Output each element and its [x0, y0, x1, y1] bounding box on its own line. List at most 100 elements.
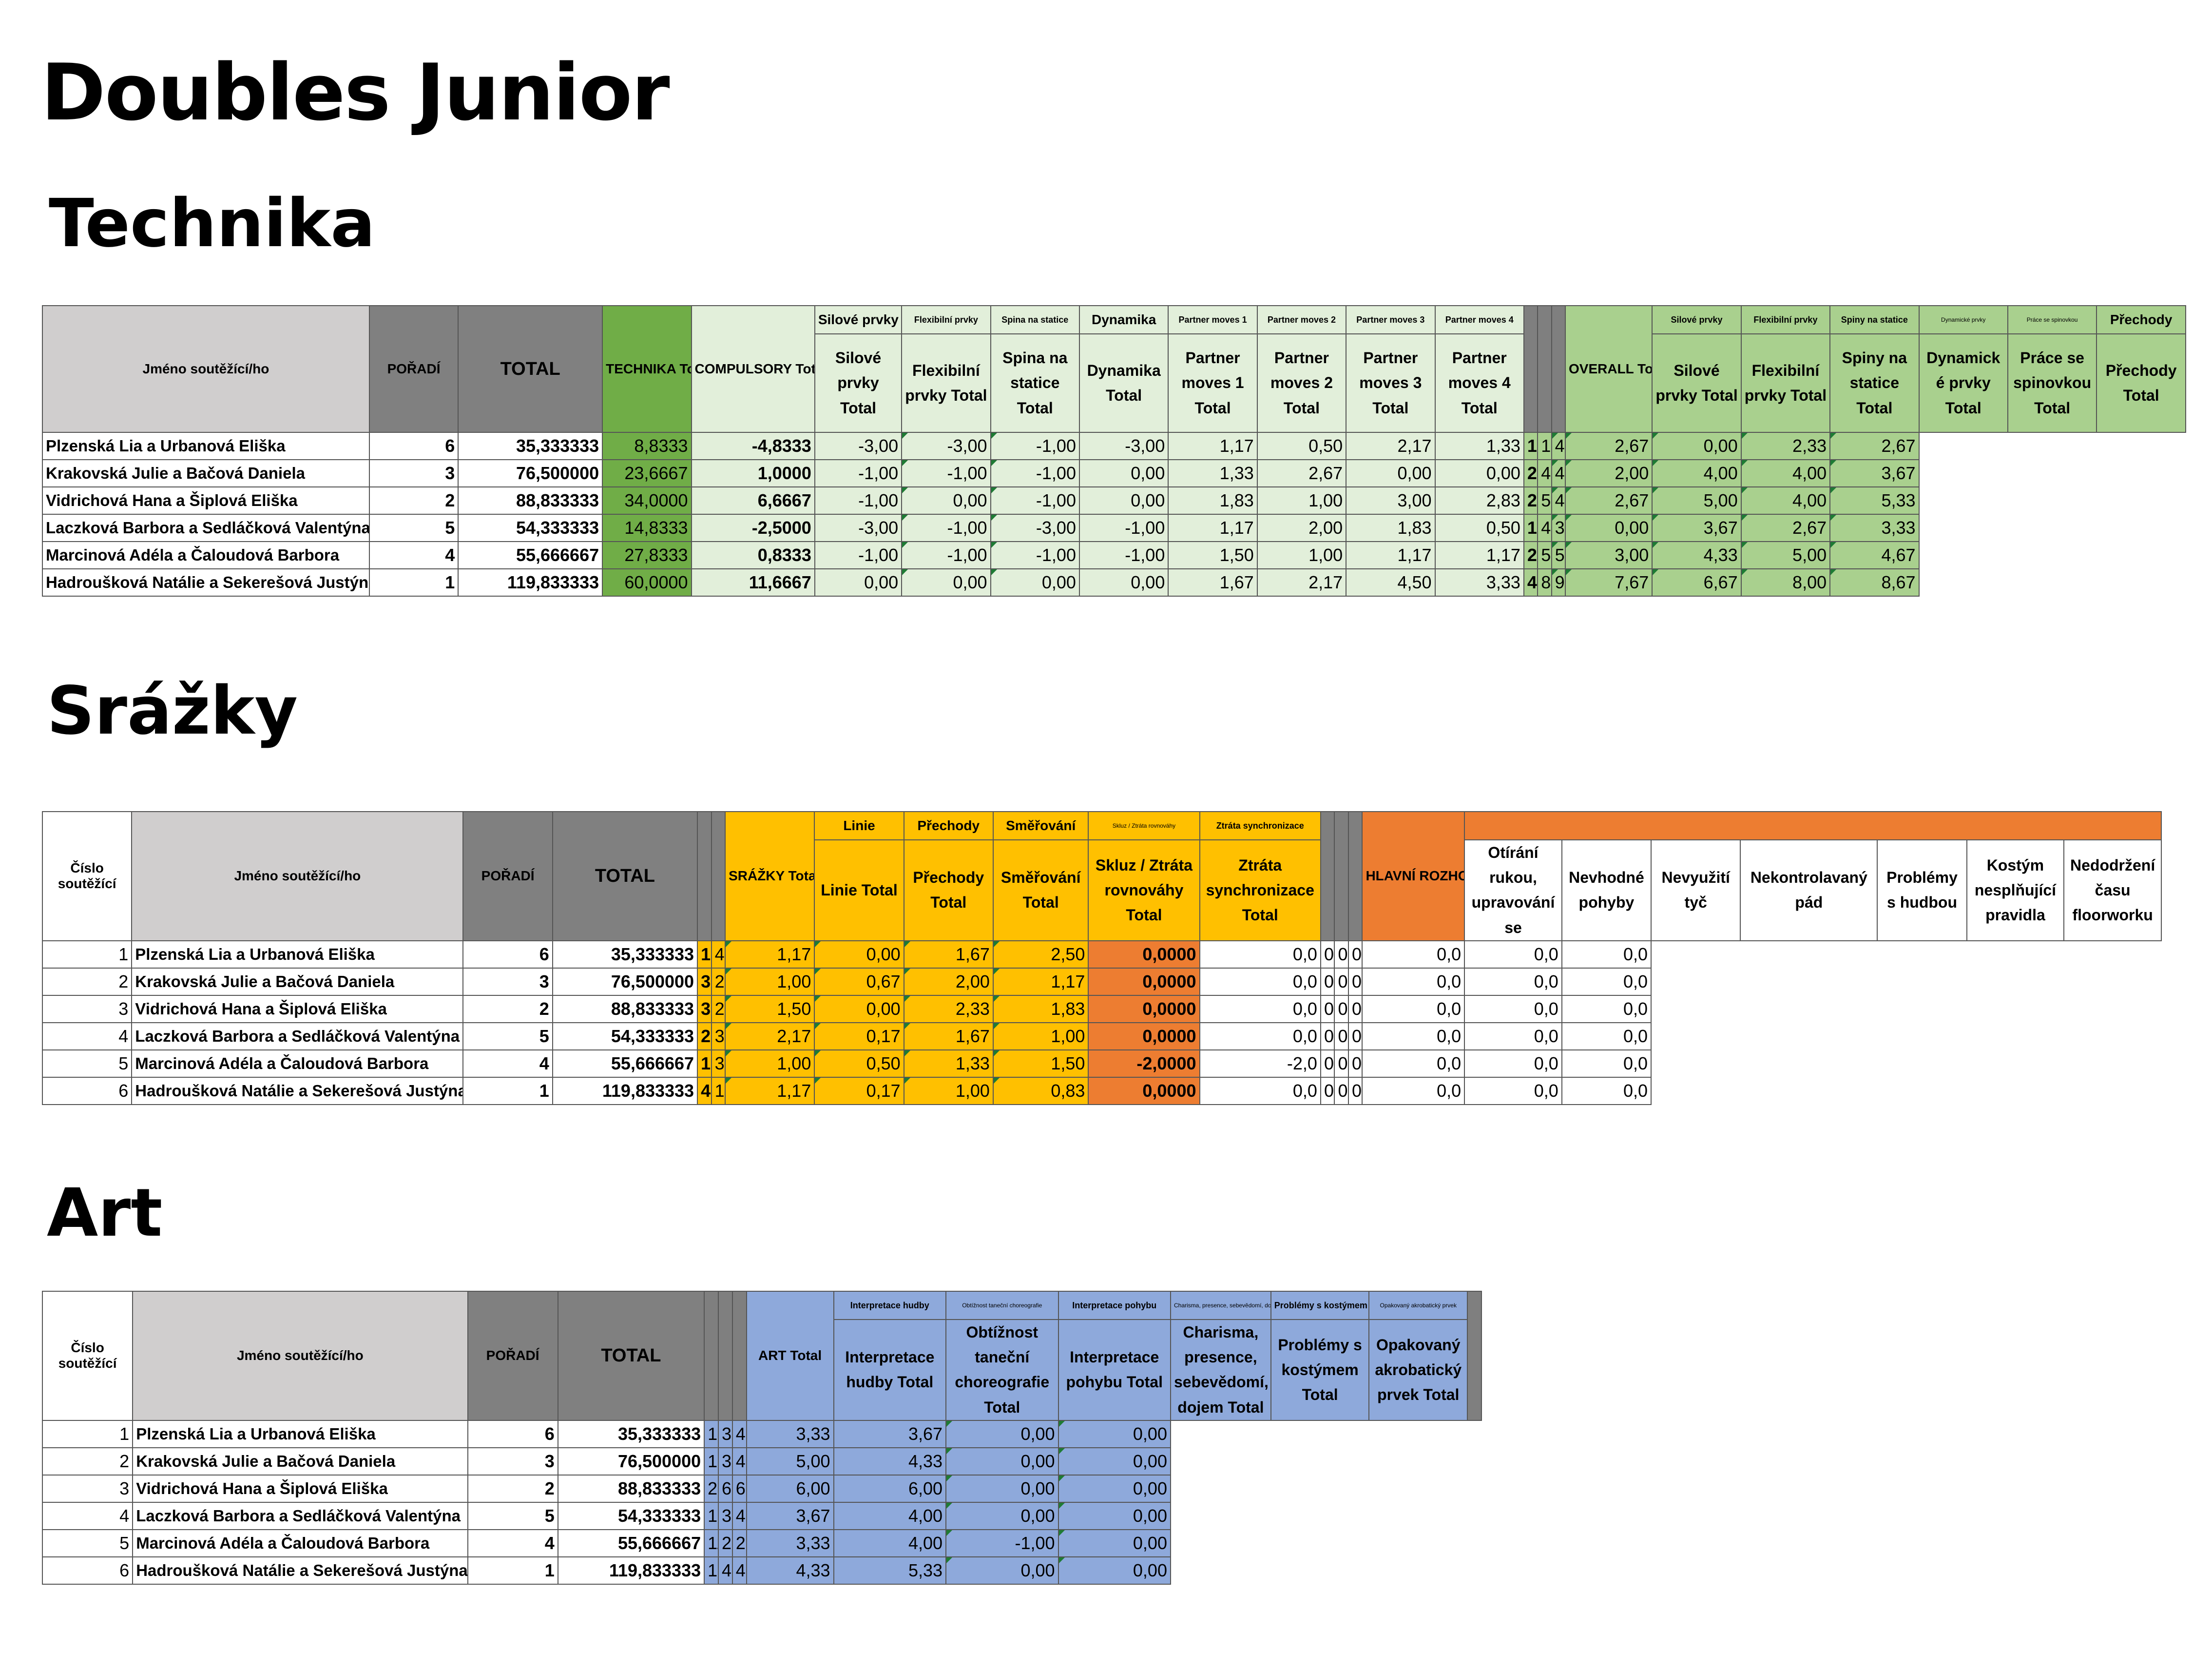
cell-total: 88,833333 — [458, 486, 603, 515]
cell-pm3: 3,00 — [1346, 486, 1436, 515]
cell-nevhodne: 0,0 — [1320, 967, 1335, 996]
cell-dynamicke: 4,00 — [1652, 459, 1742, 487]
cell-poradi: 5 — [462, 1022, 553, 1050]
col-header-kostym: Kostým nesplňující pravidla — [1966, 839, 2065, 941]
col-header-cislo: Číslo soutěžící — [41, 1291, 134, 1421]
table-row: Vidrichová Hana a Šiplová Eliška 2 88,8333… — [42, 486, 2186, 515]
cell-nekontrolovany: 0,0 — [1347, 994, 1363, 1023]
cell-spina: -1,00 — [990, 486, 1080, 515]
cell-technika-total: 14,8333 — [602, 514, 692, 542]
cell-hlavni-total: 0,0000 — [1088, 940, 1200, 969]
cell-total: 88,833333 — [552, 994, 698, 1023]
cell-compulsory-total: 1,0000 — [691, 459, 815, 487]
col-header-problemy-kostym-total: Problémy s kostýmem Total — [1270, 1319, 1370, 1421]
cell-nedodrzeni: 0,0 — [1561, 994, 1652, 1023]
cell-name: Vidrichová Hana a Šiplová Eliška — [132, 1474, 468, 1503]
cell-kostym: 0,0 — [1464, 1049, 1562, 1078]
cell-name: Plzenská Lia a Urbanová Eliška — [42, 432, 370, 460]
col-header-pm1-total: Partner moves 1 Total — [1168, 333, 1258, 433]
cell-srazky-total: 30,5000 — [697, 994, 712, 1023]
cell-prechody: 1,00 — [725, 1049, 815, 1078]
cell-pm3: 1,83 — [1346, 514, 1436, 542]
cell-skluz: 1,00 — [903, 1076, 994, 1105]
cell-cislo: 5 — [41, 1529, 134, 1557]
col-header-technika-total: TECHNIKA Total — [602, 305, 692, 433]
col-header-nevyuziti: Nevyužití tyč — [1651, 839, 1741, 941]
col-header-ztrata-total: Ztráta synchronizace Total — [1199, 839, 1321, 941]
cell-cislo: 6 — [41, 1556, 134, 1585]
top-header-flexibilni-2: Flexibilní prvky — [1740, 305, 1831, 334]
cell-interpretace-pohybu: 6,00 — [746, 1474, 834, 1503]
cell-name: Laczková Barbora a Sedláčková Valentýna — [131, 1022, 464, 1050]
cell-overall-total: 48,3333 — [1523, 568, 1539, 597]
cell-srazky-total: 23,8333 — [697, 1022, 712, 1050]
cell-hlavni-total: -2,0000 — [1088, 1049, 1200, 1078]
col-header-poradi: POŘADÍ — [462, 811, 553, 941]
cell-total: 35,333333 — [458, 432, 603, 460]
cell-name: Hadroušková Natálie a Sekerešová Justýna — [131, 1076, 464, 1105]
column-separator — [704, 1291, 719, 1421]
cell-poradi: 6 — [467, 1419, 558, 1448]
cell-ztrata: 1,50 — [992, 1049, 1089, 1078]
cell-total: 76,500000 — [557, 1447, 705, 1476]
cell-nevyuziti: 0,0 — [1334, 1049, 1349, 1078]
cell-problemy-hudba: 0,0 — [1362, 967, 1465, 996]
cell-name: Krakovská Julie a Bačová Daniela — [132, 1447, 468, 1476]
cell-charisma: 4,33 — [833, 1447, 947, 1476]
cell-ztrata: 1,17 — [992, 967, 1089, 996]
cell-spiny: 7,67 — [1564, 568, 1653, 597]
cell-prechody: 3,67 — [1829, 459, 1920, 487]
cell-technika-total: 60,0000 — [602, 568, 692, 597]
cell-srazky-total: 35,1667 — [697, 967, 712, 996]
cell-poradi: 2 — [467, 1474, 558, 1503]
top-header-ztrata: Ztráta synchronizace — [1199, 811, 1321, 840]
cell-srazky-total: 41,5000 — [697, 1076, 712, 1105]
col-header-silove-2-total: Silové prvky Total — [1652, 333, 1742, 433]
cell-name: Marcinová Adéla a Čaloudová Barbora — [132, 1529, 468, 1557]
cell-nedodrzeni: 0,0 — [1561, 940, 1652, 969]
cell-prechody: 3,33 — [1829, 514, 1920, 542]
cell-interpretace-hudby: 3,33 — [717, 1501, 733, 1530]
col-header-nevhodne: Nevhodné pohyby — [1561, 839, 1652, 941]
col-header-pm2-total: Partner moves 2 Total — [1256, 333, 1347, 433]
cell-total: 54,333333 — [557, 1501, 705, 1530]
cell-spina: -1,00 — [990, 432, 1080, 460]
cell-pm1: 1,17 — [1168, 432, 1258, 460]
col-header-name: Jméno soutěžící/ho — [132, 1291, 468, 1421]
cell-flexibilni: -1,00 — [901, 514, 991, 542]
col-header-art-total: ART Total — [746, 1291, 834, 1421]
table-row: Hadroušková Natálie a Sekerešová Justýna… — [42, 568, 2186, 597]
col-header-nedodrzeni: Nedodržení času floorworku — [2063, 839, 2162, 941]
cell-nevhodne: 0,0 — [1320, 940, 1335, 969]
top-header-problemy-kostym: Problémy s kostýmem — [1270, 1291, 1370, 1320]
column-separator — [1320, 811, 1335, 941]
cell-smerovani: 0,17 — [814, 1076, 904, 1105]
cell-pm1: 1,67 — [1168, 568, 1258, 597]
cell-name: Vidrichová Hana a Šiplová Eliška — [42, 486, 370, 515]
cell-total: 119,833333 — [557, 1556, 705, 1585]
table-row: Krakovská Julie a Bačová Daniela 3 76,5000… — [42, 459, 2186, 487]
cell-compulsory-total: 6,6667 — [691, 486, 815, 515]
top-header-charisma: Charisma, presence, sebevědomí, dojem — [1170, 1291, 1271, 1320]
cell-poradi: 4 — [368, 541, 459, 569]
cell-cislo: 2 — [41, 1447, 134, 1476]
cell-silove-2: 1,67 — [1537, 432, 1552, 460]
cell-nedodrzeni: 0,0 — [1561, 1049, 1652, 1078]
cell-smerovani: 0,00 — [814, 994, 904, 1023]
cell-interpretace-hudby: 6,33 — [717, 1474, 733, 1503]
col-header-silove-total: Silové prvky Total — [814, 333, 903, 433]
col-header-prechody-total: Přechody Total — [903, 839, 994, 941]
cell-prace: 8,00 — [1740, 568, 1831, 597]
cell-silove: -1,00 — [814, 486, 903, 515]
cell-nekontrolovany: 0,0 — [1347, 1049, 1363, 1078]
cell-opakovany: 0,00 — [1058, 1556, 1171, 1585]
col-header-spiny-total: Spiny na statice Total — [1829, 333, 1920, 433]
cell-technika-total: 27,8333 — [602, 541, 692, 569]
cell-name: Laczková Barbora a Sedláčková Valentýna — [42, 514, 370, 542]
col-header-hlavni-total: HLAVNÍ ROZHODČÍ Total — [1362, 811, 1465, 941]
col-header-linie-total: Linie Total — [814, 839, 904, 941]
cell-pm4: 0,50 — [1434, 514, 1524, 542]
cell-interpretace-hudby: 4,00 — [717, 1556, 733, 1585]
cell-cislo: 4 — [41, 1501, 134, 1530]
cell-flexibilni: -1,00 — [901, 459, 991, 487]
